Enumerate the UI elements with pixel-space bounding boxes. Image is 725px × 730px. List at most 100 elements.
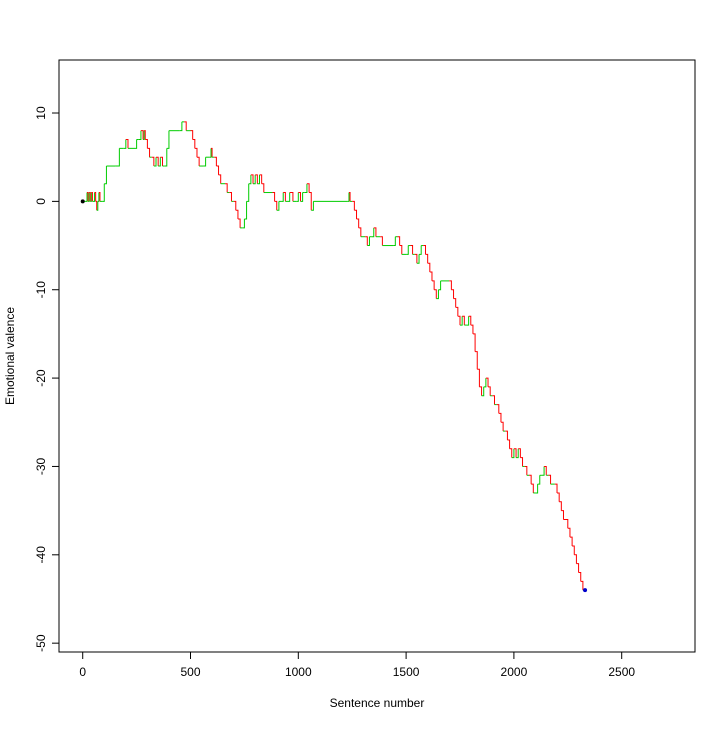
series-segment — [164, 148, 168, 167]
series-segment — [578, 571, 582, 582]
series-segment — [91, 192, 93, 202]
y-tick-label: 0 — [34, 198, 48, 205]
series-segment — [572, 545, 575, 555]
y-tick-label: -40 — [34, 546, 48, 564]
series-segment — [225, 183, 228, 193]
series-segment — [488, 386, 491, 396]
series-segment — [250, 174, 254, 184]
series-segment — [451, 289, 455, 299]
series-segment — [272, 192, 276, 202]
series-segment — [535, 484, 539, 494]
series-segment — [261, 183, 265, 193]
end-point-marker — [583, 588, 588, 593]
series-segment — [158, 157, 161, 167]
series-segment — [95, 200, 98, 211]
series-segment — [153, 157, 157, 167]
series-segment — [492, 395, 495, 405]
series-segment — [143, 130, 145, 141]
series-segment — [462, 315, 465, 326]
series-segment — [554, 483, 558, 493]
series-segment — [102, 183, 105, 202]
series-segment — [541, 466, 545, 476]
series-segment — [184, 121, 187, 131]
series-segment — [449, 280, 452, 290]
series-segment — [496, 404, 500, 414]
series-segment — [309, 192, 312, 211]
series-segment — [298, 192, 301, 202]
series-segment — [283, 192, 286, 202]
series-segment — [500, 421, 504, 432]
series-segment — [548, 474, 552, 485]
series-segment — [427, 262, 431, 273]
series-segment — [123, 139, 127, 149]
series-segment — [96, 201, 99, 211]
y-tick-label: 10 — [34, 106, 48, 120]
y-tick-label: -20 — [34, 369, 48, 387]
series-segment — [85, 192, 88, 202]
series-segment — [373, 227, 377, 237]
series-segment — [414, 253, 418, 264]
series-segment — [255, 174, 258, 184]
x-tick-label: 1500 — [393, 665, 420, 679]
series-segment — [354, 209, 358, 220]
series-segment — [470, 324, 474, 334]
series-segment — [281, 192, 284, 202]
series-segment — [399, 245, 403, 255]
series-segment — [300, 192, 304, 202]
series-segment — [89, 192, 91, 202]
series-segment — [209, 148, 212, 158]
series-segment — [509, 448, 513, 458]
x-tick-label: 0 — [79, 665, 86, 679]
series-segment — [460, 316, 463, 326]
series-segment — [518, 448, 521, 458]
series-segment — [416, 254, 420, 264]
series-segment — [229, 192, 232, 202]
series-segment — [561, 510, 564, 520]
y-tick-label: -10 — [34, 281, 48, 299]
series-segment — [429, 271, 433, 281]
series-segment — [507, 439, 511, 449]
series-segment — [311, 201, 314, 211]
series-segment — [567, 527, 571, 538]
series-segment — [115, 148, 120, 167]
series-segment — [569, 536, 573, 546]
series-segment — [216, 165, 220, 175]
series-segment — [520, 457, 524, 467]
series-segment — [434, 289, 437, 299]
series-segment — [144, 130, 146, 140]
series-segment — [574, 554, 577, 564]
series-segment — [485, 377, 489, 387]
series-segment — [138, 130, 142, 141]
x-axis: 0 500 1000 1500 2000 2500 — [79, 651, 635, 679]
series-segment — [483, 378, 487, 388]
series-segment — [479, 386, 483, 396]
series-segment — [393, 236, 396, 247]
series-segment — [203, 157, 207, 167]
series-segment — [87, 192, 89, 202]
series-segment — [88, 192, 90, 202]
series-segment — [528, 474, 532, 485]
series-segment — [511, 448, 515, 459]
series-segment — [457, 315, 461, 326]
series-segment — [524, 465, 528, 476]
series-segment — [194, 147, 198, 158]
series-segment — [481, 386, 485, 397]
series-segment — [468, 315, 472, 326]
series-segment — [244, 201, 248, 220]
series-segment — [516, 448, 519, 459]
x-axis-title: Sentence number — [330, 696, 425, 710]
series-segment — [257, 174, 261, 185]
series-segment — [537, 475, 541, 485]
series-segment — [356, 218, 360, 228]
series-segment — [237, 218, 241, 228]
series-segment — [431, 280, 435, 290]
series-segment — [563, 518, 569, 529]
series-segment — [190, 130, 194, 140]
series-segment — [348, 192, 351, 202]
series-segment — [576, 563, 580, 573]
series-segment — [367, 236, 370, 247]
y-tick-label: -30 — [34, 457, 48, 475]
series-segment — [104, 166, 107, 185]
series-segment — [455, 306, 459, 317]
